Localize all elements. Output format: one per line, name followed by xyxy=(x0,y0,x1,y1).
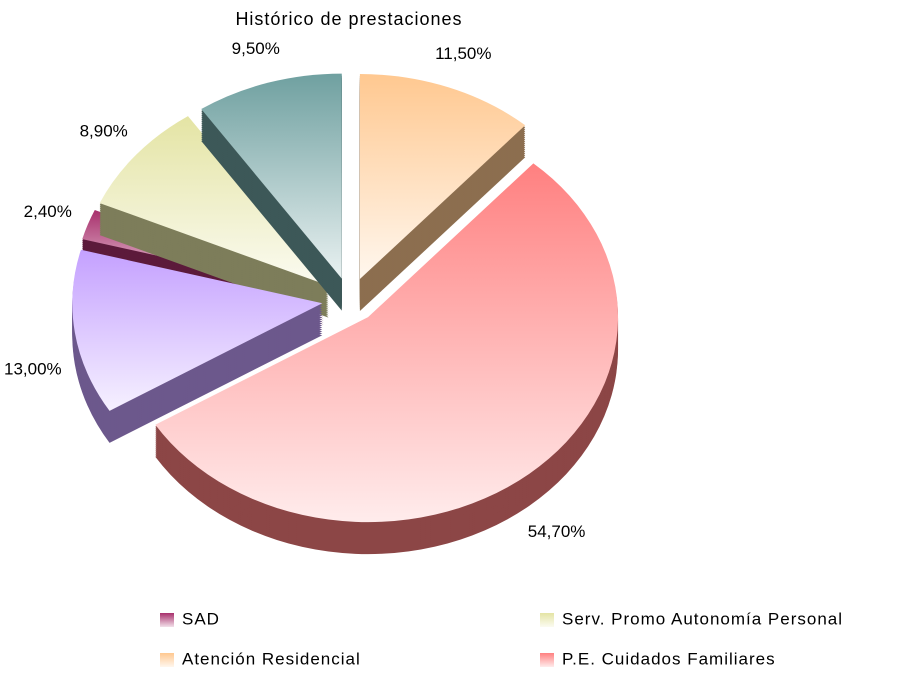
legend-swatch xyxy=(540,653,554,667)
data-label: 8,90% xyxy=(80,122,128,141)
chart-title: Histórico de prestaciones xyxy=(235,9,462,29)
slice-top xyxy=(359,74,526,280)
legend-swatch xyxy=(160,653,174,667)
data-label: 11,50% xyxy=(435,44,491,63)
data-label: 9,50% xyxy=(232,39,280,58)
legend-swatch xyxy=(540,613,554,627)
slice xyxy=(201,73,342,311)
slice xyxy=(99,116,329,318)
legend-label: Atención Residencial xyxy=(182,649,361,668)
slice xyxy=(359,74,526,312)
legend-label: P.E. Cuidados Familiares xyxy=(562,649,776,668)
legend-swatch xyxy=(160,613,174,627)
slice-top xyxy=(99,116,329,286)
slice-top xyxy=(201,73,342,279)
slice-top xyxy=(155,163,619,523)
slice-top xyxy=(72,249,323,411)
slice xyxy=(72,249,323,443)
legend-label: Serv. Promo Autonomía Personal xyxy=(562,609,843,628)
data-label: 54,70% xyxy=(528,522,586,541)
slice xyxy=(155,163,619,555)
data-label: 2,40% xyxy=(24,202,72,221)
data-label: 13,00% xyxy=(4,359,62,378)
legend-label: SAD xyxy=(182,609,220,628)
